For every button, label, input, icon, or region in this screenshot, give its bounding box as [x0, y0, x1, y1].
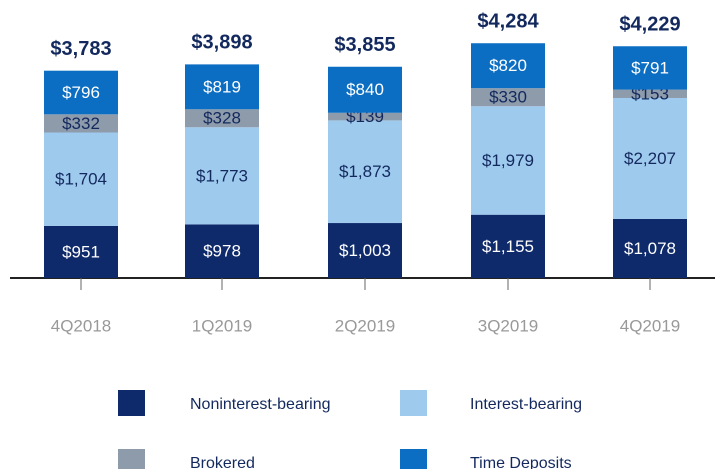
value-label: $1,979	[482, 151, 534, 170]
value-label: $840	[346, 80, 384, 99]
bar-segment	[471, 43, 545, 89]
value-label: $2,207	[624, 149, 676, 168]
bar-segment	[613, 218, 687, 278]
total-label: $3,898	[191, 32, 252, 54]
total-label: $3,855	[334, 34, 395, 56]
legend-swatch	[118, 449, 145, 469]
bar-segment	[44, 114, 118, 133]
value-label: $978	[203, 242, 241, 261]
value-label: $1,003	[339, 241, 391, 260]
value-label: $1,773	[196, 166, 248, 185]
value-label: $328	[203, 109, 241, 128]
bar-segment	[613, 46, 687, 90]
bar-segment	[185, 64, 259, 110]
value-label: $951	[62, 242, 100, 261]
legend-label: Noninterest-bearing	[190, 396, 331, 413]
bar-segment	[471, 88, 545, 107]
bar-segment	[613, 89, 687, 98]
legend-swatch	[118, 390, 145, 416]
value-label: $330	[489, 88, 527, 107]
value-label: $819	[203, 77, 241, 96]
total-label: $4,284	[477, 11, 539, 33]
bar-segment	[44, 70, 118, 115]
value-label: $796	[62, 83, 100, 102]
value-label: $820	[489, 56, 527, 75]
bar-segment	[328, 120, 402, 224]
value-label: $791	[631, 58, 669, 77]
bar-segment	[185, 224, 259, 278]
bar-segment	[44, 225, 118, 278]
bar-segment	[328, 66, 402, 113]
legend-label: Time Deposits	[470, 455, 572, 469]
value-label: $1,873	[339, 162, 391, 181]
value-label: $332	[62, 114, 100, 133]
bar-segment	[328, 223, 402, 278]
x-tick-label: 1Q2019	[192, 316, 253, 335]
bar-segment	[44, 132, 118, 226]
legend-label: Interest-bearing	[470, 396, 582, 413]
legend-swatch	[400, 390, 427, 416]
legend-swatch	[400, 449, 427, 469]
value-label: $1,155	[482, 237, 534, 256]
bar-segment	[471, 106, 545, 215]
bar-segment	[471, 214, 545, 278]
bar-segment	[328, 112, 402, 121]
total-label: $4,229	[619, 14, 680, 36]
value-label: $1,704	[55, 170, 107, 189]
total-label: $3,783	[50, 38, 111, 60]
legend-label: Brokered	[190, 455, 255, 469]
bar-segment	[613, 97, 687, 219]
x-tick-label: 4Q2019	[620, 316, 681, 335]
bar-segment	[185, 127, 259, 225]
value-label: $1,078	[624, 239, 676, 258]
x-tick-label: 2Q2019	[335, 316, 396, 335]
x-tick-label: 3Q2019	[478, 316, 539, 335]
x-tick-label: 4Q2018	[51, 316, 112, 335]
bar-segment	[185, 109, 259, 128]
